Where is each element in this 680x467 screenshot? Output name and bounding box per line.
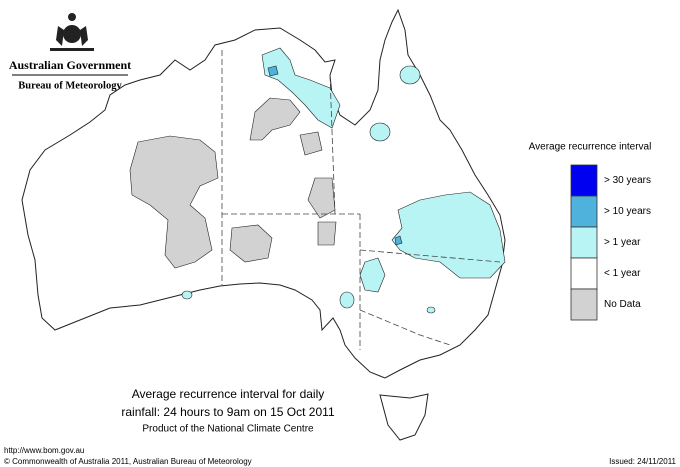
legend-label: No Data <box>604 299 641 310</box>
legend: Average recurrence interval > 30 years > … <box>529 142 652 321</box>
exceed-1-year-areas <box>181 47 506 314</box>
legend-label: < 1 year <box>604 268 641 279</box>
footer-issued: Issued: 24/11/2011 <box>609 457 676 466</box>
legend-swatch <box>570 288 598 321</box>
exceed-10-year-areas <box>267 65 403 246</box>
footer-copyright: © Commonwealth of Australia 2011, Austra… <box>4 457 252 466</box>
legend-swatch <box>570 226 598 259</box>
tasmania <box>379 393 429 441</box>
footer-url: http://www.bom.gov.au <box>4 446 84 455</box>
legend-swatch <box>570 164 598 197</box>
legend-label: > 1 year <box>604 237 641 248</box>
caption-line: Average recurrence interval for daily <box>132 387 325 401</box>
bureau-name: Bureau of Meteorology <box>18 80 122 91</box>
government-name: Australian Government <box>9 58 131 72</box>
legend-swatch <box>570 195 598 228</box>
legend-swatch <box>570 257 598 290</box>
state-borders <box>221 50 501 350</box>
caption-credit: Product of the National Climate Centre <box>142 424 314 435</box>
no-data-areas <box>129 97 337 269</box>
caption-line: rainfall: 24 hours to 9am on 15 Oct 2011 <box>121 405 335 419</box>
legend-title: Average recurrence interval <box>529 142 652 153</box>
crest <box>50 13 94 51</box>
legend-label: > 10 years <box>604 206 651 217</box>
mainland <box>21 8 506 379</box>
legend-label: > 30 years <box>604 175 651 186</box>
